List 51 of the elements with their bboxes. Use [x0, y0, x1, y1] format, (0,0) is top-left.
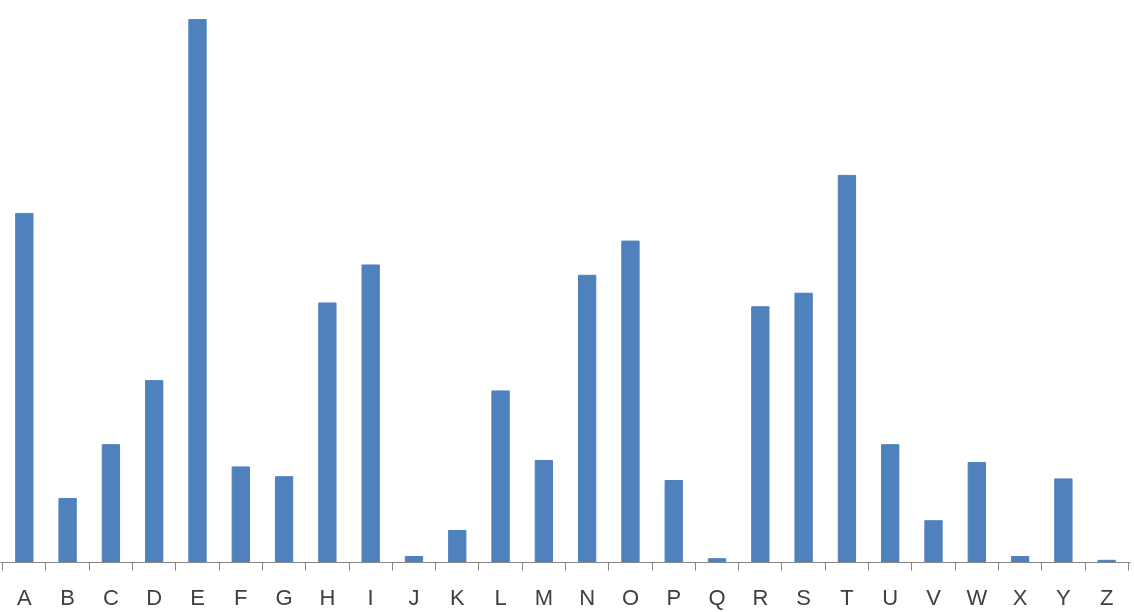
bar — [145, 380, 164, 563]
bar — [621, 240, 640, 563]
x-tick-label: C — [102, 584, 119, 610]
x-tick-label: V — [926, 584, 942, 610]
x-tick-label: T — [840, 584, 854, 610]
bar — [318, 302, 337, 563]
bar — [101, 444, 121, 563]
x-tick-label: G — [275, 584, 293, 610]
bar — [491, 390, 510, 563]
x-tick-label: E — [190, 584, 205, 610]
bar — [794, 292, 813, 563]
x-tick-label: F — [234, 584, 248, 610]
bar — [15, 212, 34, 563]
x-tick-label: U — [882, 584, 899, 610]
bar — [274, 476, 294, 563]
x-tick-label: Q — [708, 584, 726, 610]
bar — [707, 558, 727, 563]
bar — [881, 444, 900, 563]
x-tick-label: R — [752, 584, 769, 610]
x-tick-label: Z — [1099, 584, 1114, 610]
x-tick-label: O — [621, 584, 640, 610]
bar — [448, 529, 467, 563]
bar — [404, 556, 424, 563]
x-tick-label: D — [146, 584, 163, 610]
bar — [1010, 556, 1030, 563]
bar — [1054, 478, 1073, 563]
bar — [577, 274, 597, 563]
bar — [751, 306, 770, 563]
bar — [188, 19, 207, 563]
x-tick-label: I — [367, 584, 374, 610]
bar — [58, 497, 77, 563]
x-tick-label: S — [796, 584, 811, 610]
x-tick-label: N — [579, 584, 596, 610]
x-tick-label: Y — [1056, 584, 1072, 610]
bar — [231, 466, 250, 563]
x-tick-label: B — [60, 584, 75, 610]
x-tick-label: M — [534, 584, 554, 610]
x-tick-label: X — [1012, 584, 1028, 610]
bar — [534, 459, 554, 563]
x-tick-label: W — [966, 584, 988, 610]
bar — [967, 462, 986, 563]
x-tick-label: H — [319, 584, 336, 610]
x-tick-label: A — [16, 584, 32, 610]
x-tick-label: P — [666, 584, 682, 610]
x-tick-label: K — [449, 584, 465, 610]
x-tick-label: L — [494, 584, 507, 610]
x-tick-label: J — [408, 584, 420, 610]
bar — [924, 520, 943, 563]
bar — [837, 174, 857, 563]
bar — [361, 264, 380, 563]
bar — [664, 480, 683, 563]
